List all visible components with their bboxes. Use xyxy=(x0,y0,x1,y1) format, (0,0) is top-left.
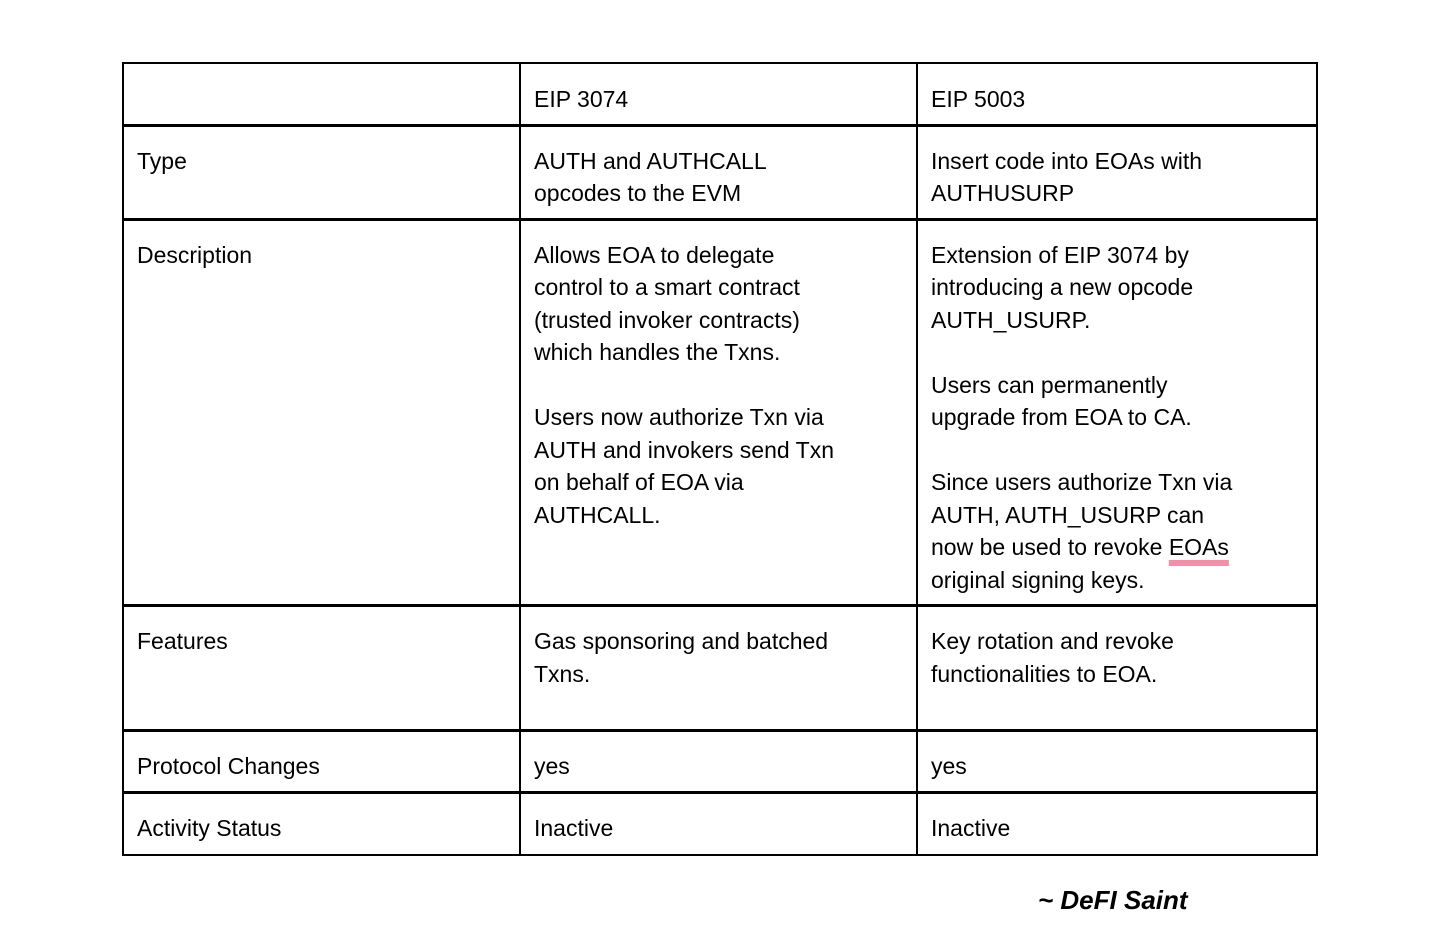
cell-content: Extension of EIP 3074 by introducing a n… xyxy=(931,239,1246,597)
cell-protocol-changes-eip-5003: yes xyxy=(916,729,1318,793)
paragraph: yes xyxy=(931,750,1246,783)
cell-description-eip-5003: Extension of EIP 3074 by introducing a n… xyxy=(916,217,1318,607)
text-segment: Gas sponsoring and batched Txns. xyxy=(534,628,829,687)
header-cell-blank xyxy=(122,62,521,126)
paragraph: Allows EOA to delegate control to a smar… xyxy=(534,239,834,369)
row-activity-status: Activity Status Inactive Inactive xyxy=(122,790,1318,856)
cell-type-eip-5003: Insert code into EOAs with AUTHUSURP xyxy=(916,123,1318,220)
text-segment: Users can permanently upgrade from EOA t… xyxy=(931,371,1192,431)
paragraph: yes xyxy=(534,750,834,783)
cell-protocol-changes-eip-3074: yes xyxy=(519,729,918,793)
comparison-table: EIP 3074 EIP 5003 Type AUTH and AUTHCALL … xyxy=(122,62,1318,856)
paragraph: Users now authorize Txn via AUTH and inv… xyxy=(534,401,834,531)
cell-features-eip-3074: Gas sponsoring and batched Txns. xyxy=(519,604,918,732)
text-segment: yes xyxy=(931,753,967,779)
table-body: Type AUTH and AUTHCALL opcodes to the EVM… xyxy=(122,123,1318,856)
cell-activity-status-eip-5003: Inactive xyxy=(916,790,1318,856)
cell-content: Inactive xyxy=(534,812,834,845)
cell-content: Inactive xyxy=(931,812,1246,845)
header-row: EIP 3074 EIP 5003 xyxy=(122,62,1318,126)
text-segment: Key rotation and revoke functionalities … xyxy=(931,628,1174,687)
text-segment: Extension of EIP 3074 by introducing a n… xyxy=(931,241,1194,333)
text-segment: original signing keys. xyxy=(931,566,1145,593)
row-label-description: Description xyxy=(122,217,521,607)
cell-content: yes xyxy=(534,750,834,783)
header-cell-eip-3074: EIP 3074 xyxy=(519,62,918,126)
cell-content: yes xyxy=(931,750,1246,783)
row-protocol-changes: Protocol Changes yes yes xyxy=(122,729,1318,793)
text-segment: Since users authorize Txn via AUTH, AUTH… xyxy=(931,469,1233,560)
cell-features-eip-5003: Key rotation and revoke functionalities … xyxy=(916,604,1318,732)
text-segment: yes xyxy=(534,753,570,779)
row-label-type: Type xyxy=(122,123,521,220)
text-segment: Inactive xyxy=(534,814,614,841)
signature: ~ DeFI Saint xyxy=(1038,885,1188,915)
cell-description-eip-3074: Allows EOA to delegate control to a smar… xyxy=(519,217,918,607)
paragraph: Key rotation and revoke functionalities … xyxy=(931,625,1246,690)
text-segment: Allows EOA to delegate control to a smar… xyxy=(534,241,800,366)
cell-content: AUTH and AUTHCALL opcodes to the EVM xyxy=(534,145,834,210)
row-label-protocol-changes: Protocol Changes xyxy=(122,729,521,793)
row-features: Features Gas sponsoring and batched Txns.… xyxy=(122,604,1318,732)
paragraph: AUTH and AUTHCALL opcodes to the EVM xyxy=(534,145,834,210)
eoas-underlined-text: EOAs xyxy=(1168,534,1229,560)
paragraph: Extension of EIP 3074 by introducing a n… xyxy=(931,239,1246,337)
cell-content: Gas sponsoring and batched Txns. xyxy=(534,625,834,690)
paragraph: Insert code into EOAs with AUTHUSURP xyxy=(931,145,1246,210)
cell-content: Allows EOA to delegate control to a smar… xyxy=(534,239,834,532)
cell-content: Insert code into EOAs with AUTHUSURP xyxy=(931,145,1246,210)
text-segment: Insert code into EOAs with AUTHUSURP xyxy=(931,147,1203,207)
header-cell-eip-5003: EIP 5003 xyxy=(916,62,1318,126)
row-label-features: Features xyxy=(122,604,521,732)
text-segment: AUTH and AUTHCALL opcodes to the EVM xyxy=(534,147,766,207)
row-label-activity-status: Activity Status xyxy=(122,790,521,856)
paragraph: Since users authorize Txn via AUTH, AUTH… xyxy=(931,466,1246,596)
paragraph: Users can permanently upgrade from EOA t… xyxy=(931,369,1246,434)
paragraph: Inactive xyxy=(931,812,1246,845)
cell-content: Key rotation and revoke functionalities … xyxy=(931,625,1246,690)
text-segment: Inactive xyxy=(931,814,1011,841)
paragraph: Gas sponsoring and batched Txns. xyxy=(534,625,834,690)
paragraph: Inactive xyxy=(534,812,834,845)
row-type: Type AUTH and AUTHCALL opcodes to the EVM… xyxy=(122,123,1318,220)
cell-activity-status-eip-3074: Inactive xyxy=(519,790,918,856)
cell-type-eip-3074: AUTH and AUTHCALL opcodes to the EVM xyxy=(519,123,918,220)
text-segment: Users now authorize Txn via AUTH and inv… xyxy=(534,404,834,528)
row-description: Description Allows EOA to delegate contro… xyxy=(122,217,1318,607)
